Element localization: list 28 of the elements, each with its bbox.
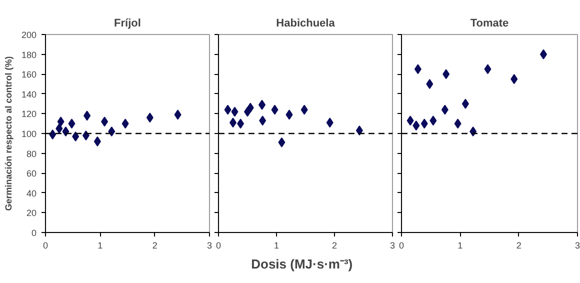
y-tick-label: 140 bbox=[21, 89, 37, 100]
x-tick-label: 1 bbox=[274, 240, 280, 250]
x-axis-title: Dosis (MJ·s·m⁻³) bbox=[251, 256, 353, 272]
y-tick-label: 100 bbox=[21, 129, 37, 139]
y-tick-label: 20 bbox=[26, 208, 37, 218]
x-tick-label: 0 bbox=[42, 240, 48, 250]
x-tick-label: 3 bbox=[574, 240, 580, 250]
y-tick-label: 160 bbox=[21, 70, 37, 80]
y-tick-label: 60 bbox=[26, 168, 37, 179]
x-tick-label: 1 bbox=[98, 240, 103, 250]
x-tick-label: 2 bbox=[152, 240, 158, 250]
y-tick-label: 180 bbox=[21, 50, 37, 60]
y-tick-label: 120 bbox=[21, 109, 37, 120]
x-tick-label: 0 bbox=[216, 240, 222, 250]
y-tick-label: 80 bbox=[26, 148, 37, 159]
chart-title: Fríjol bbox=[114, 18, 141, 30]
y-axis-title: Germinación respecto al control (%) bbox=[3, 56, 14, 211]
y-tick-label: 40 bbox=[26, 188, 37, 198]
x-tick-label: 1 bbox=[458, 240, 463, 250]
x-tick-label: 3 bbox=[390, 240, 396, 250]
x-tick-label: 0 bbox=[398, 240, 404, 250]
x-tick-label: 2 bbox=[332, 240, 338, 250]
chart-title: Habichuela bbox=[276, 18, 336, 30]
chart-title: Tomate bbox=[470, 18, 509, 30]
y-tick-label: 200 bbox=[21, 30, 37, 40]
x-tick-label: 2 bbox=[516, 240, 522, 250]
y-tick-label: 0 bbox=[31, 228, 37, 238]
x-tick-label: 3 bbox=[206, 240, 212, 250]
